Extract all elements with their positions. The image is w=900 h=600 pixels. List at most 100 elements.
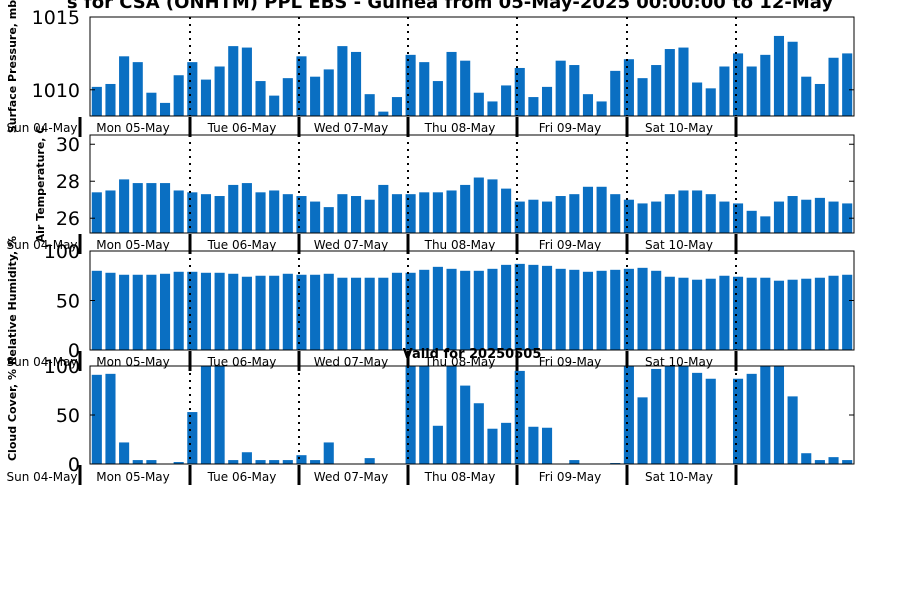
chart-bar	[255, 192, 266, 233]
chart-bar	[746, 66, 757, 116]
chart-bar	[746, 373, 757, 464]
chart-bar	[842, 203, 853, 233]
day-label: Mon 05-May	[96, 355, 170, 369]
chart-bar	[732, 203, 744, 233]
chart-bar	[255, 275, 266, 350]
chart-bar	[282, 194, 293, 233]
chart-bar	[610, 70, 621, 116]
chart-bar	[446, 190, 457, 233]
chart-bar	[350, 51, 362, 116]
plot-frame	[89, 16, 855, 117]
chart-bar	[200, 79, 212, 116]
chart-bar	[596, 186, 607, 233]
chart-bar	[432, 192, 443, 233]
y-axis-label: Relative Humidity, %	[6, 236, 19, 365]
day-label: Fri 09-May	[539, 238, 602, 252]
chart-bar	[842, 460, 853, 464]
chart-bar	[664, 366, 675, 464]
chart-bar	[296, 56, 307, 116]
chart-bar	[241, 183, 252, 233]
chart-bar	[473, 270, 484, 350]
day-label: Tue 06-May	[207, 238, 277, 252]
chart-bar	[541, 265, 553, 350]
chart-panel-2: 26 28 30 Sun 04-May Mon 05-May Tue 06-May Wed …	[6, 126, 855, 254]
chart-bar	[582, 271, 594, 350]
chart-bar	[719, 66, 730, 116]
day-label: Mon 05-May	[96, 121, 170, 135]
chart-bar	[787, 196, 798, 233]
chart-bar	[187, 192, 198, 233]
chart-bar	[323, 273, 334, 350]
chart-bar	[569, 269, 580, 350]
chart-bar	[269, 190, 280, 233]
chart-bar	[214, 366, 225, 464]
chart-bar	[310, 76, 321, 116]
y-tick-label: 26	[56, 208, 80, 230]
chart-bar	[337, 194, 348, 233]
chart-bar	[582, 94, 594, 116]
chart-bar	[801, 278, 812, 350]
chart-bar	[623, 199, 634, 233]
chart-bar	[241, 452, 252, 464]
chart-bar	[228, 460, 239, 464]
y-axis-label: Surface Pressure, mb	[6, 0, 19, 133]
chart-bar	[91, 270, 102, 350]
chart-bar	[337, 46, 348, 117]
chart-bar	[705, 278, 716, 350]
y-tick-label: 28	[56, 171, 80, 193]
chart-bar	[119, 442, 130, 464]
chart-bar	[105, 190, 116, 233]
chart-bar	[528, 199, 539, 233]
day-label: Thu 08-May	[424, 238, 496, 252]
chart-bar	[460, 184, 471, 233]
chart-bar	[732, 276, 744, 350]
chart-bar	[310, 201, 321, 233]
chart-bar	[405, 194, 416, 233]
chart-bar	[541, 427, 553, 464]
chart-bar	[241, 276, 252, 350]
chart-bar	[814, 197, 825, 233]
chart-bar	[200, 272, 212, 350]
chart-bar	[514, 263, 525, 350]
day-label: Wed 07-May	[314, 121, 388, 135]
chart-bar	[432, 425, 443, 464]
chart-bar	[460, 270, 471, 350]
y-tick-label: 100	[44, 356, 80, 378]
chart-bar	[323, 442, 334, 464]
chart-bar	[323, 207, 334, 233]
chart-bar	[159, 183, 171, 233]
day-label: Sat 10-May	[645, 121, 713, 135]
chart-bar	[487, 268, 498, 350]
panel-title: Valid for 20250505	[403, 347, 542, 362]
chart-bar	[569, 65, 580, 116]
chart-bar	[487, 101, 498, 116]
chart-bar	[678, 190, 689, 233]
chart-bar	[814, 460, 825, 464]
chart-panel-1: 1010 1015 Sun 04-May Mon 05-May Tue 06-May We…	[6, 0, 855, 137]
chart-bar	[678, 47, 689, 116]
chart-bar	[760, 366, 771, 464]
chart-bar	[364, 94, 375, 116]
chart-bar	[760, 54, 771, 116]
chart-bar	[719, 275, 730, 350]
chart-bar	[801, 453, 812, 464]
plot-frame	[89, 134, 855, 234]
chart-bar	[651, 270, 662, 350]
chart-bar	[200, 194, 212, 233]
chart-bar	[773, 35, 785, 116]
chart-bar	[637, 267, 648, 350]
chart-bar	[719, 201, 730, 233]
day-label: Tue 06-May	[207, 121, 277, 135]
chart-bar	[773, 366, 785, 464]
chart-bar	[241, 47, 252, 116]
chart-bar	[842, 274, 853, 350]
chart-bar	[350, 277, 362, 350]
day-label: Sun 04-May	[6, 355, 77, 369]
chart-bar	[773, 201, 785, 233]
day-label: Sun 04-May	[6, 470, 77, 484]
chart-bar	[419, 62, 430, 116]
chart-bar	[391, 97, 403, 116]
chart-bar	[323, 69, 334, 116]
chart-bar	[828, 457, 839, 464]
